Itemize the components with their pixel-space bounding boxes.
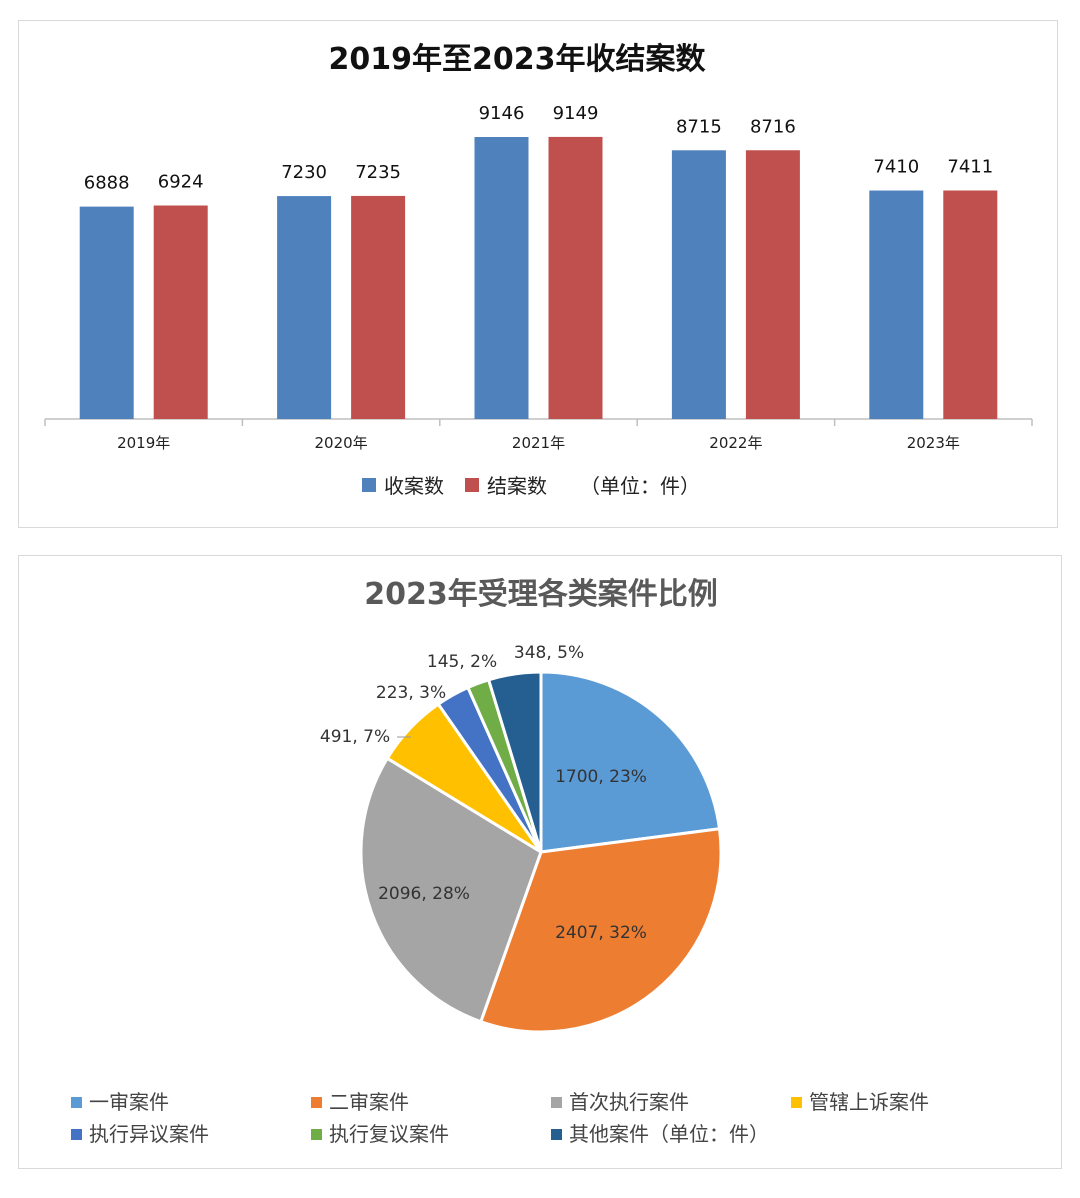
x-tick-label: 2023年	[907, 434, 960, 452]
pie-data-label: 1700, 23%	[555, 767, 647, 787]
legend-label: 管辖上诉案件	[809, 1090, 929, 1114]
legend-label: 首次执行案件	[569, 1090, 689, 1114]
bar-data-label: 6888	[84, 173, 130, 194]
x-tick-label: 2020年	[315, 434, 368, 452]
bar-closed-4	[745, 150, 800, 420]
bar-data-label: 7410	[873, 157, 919, 178]
bar-data-label: 9146	[479, 103, 525, 124]
legend-swatch	[71, 1129, 82, 1140]
x-tick-label: 2019年	[117, 434, 170, 452]
legend-swatch	[71, 1097, 82, 1108]
bar-data-label: 7411	[947, 156, 993, 177]
legend-swatch	[311, 1129, 322, 1140]
bar-closed-3	[548, 136, 603, 419]
legend-label: 其他案件（单位：件）	[569, 1122, 769, 1146]
pie-chart-title: 2023年受理各类案件比例	[364, 577, 718, 612]
bar-data-label: 7230	[281, 162, 327, 183]
x-tick-label: 2021年	[512, 434, 565, 452]
unit-note: （单位：件）	[580, 474, 700, 498]
legend-swatch	[791, 1097, 802, 1108]
bar-chart-title: 2019年至2023年收结案数	[329, 42, 707, 77]
pie-slice-3	[359, 756, 543, 1024]
bar-received-1	[79, 206, 134, 419]
bar-received-5	[869, 190, 924, 419]
legend-swatch	[311, 1097, 322, 1108]
legend-label: 结案数	[487, 474, 547, 498]
legend-swatch	[465, 478, 479, 492]
bar-chart-panel: 2019年至2023年收结案数 6888 6924 2019年 7230 7235 202…	[18, 20, 1058, 528]
bar-data-label: 9149	[553, 103, 599, 124]
legend-label: 一审案件	[89, 1090, 169, 1114]
legend-label: 执行复议案件	[329, 1122, 449, 1146]
legend-label: 执行异议案件	[89, 1122, 209, 1146]
pie-data-label: 491, 7%	[320, 727, 390, 747]
bar-data-label: 6924	[158, 172, 204, 193]
legend-swatch	[551, 1097, 562, 1108]
legend-swatch	[362, 478, 376, 492]
pie-slice-2	[478, 827, 723, 1034]
bar-closed-2	[351, 195, 406, 419]
legend-swatch	[551, 1129, 562, 1140]
bar-data-label: 7235	[355, 162, 401, 183]
x-tick-label: 2022年	[709, 434, 762, 452]
bar-closed-5	[943, 190, 998, 419]
legend-label: 收案数	[384, 474, 444, 498]
pie-data-label: 2407, 32%	[555, 923, 647, 943]
pie-chart: 2023年受理各类案件比例 1700, 23% 2407, 32% 2096, 28…	[71, 577, 929, 1146]
pie-slice-7	[486, 670, 543, 853]
legend-label: 二审案件	[329, 1090, 409, 1114]
bar-received-3	[474, 137, 529, 419]
pie-data-label: 145, 2%	[427, 652, 497, 672]
pie-data-label: 348, 5%	[514, 643, 584, 663]
bar-received-4	[671, 150, 726, 419]
pie-chart-panel: 2023年受理各类案件比例 1700, 23% 2407, 32% 2096, 28…	[18, 555, 1062, 1169]
bar-received-2	[277, 196, 332, 419]
pie-data-label: 223, 3%	[376, 683, 446, 703]
bar-chart: 2019年至2023年收结案数 6888 6924 2019年 7230 7235 202…	[44, 42, 1033, 498]
pie-slice-1	[539, 670, 722, 854]
pie-data-label: 2096, 28%	[378, 884, 470, 904]
bar-closed-1	[153, 205, 208, 419]
bar-data-label: 8715	[676, 116, 722, 137]
bar-data-label: 8716	[750, 116, 796, 137]
